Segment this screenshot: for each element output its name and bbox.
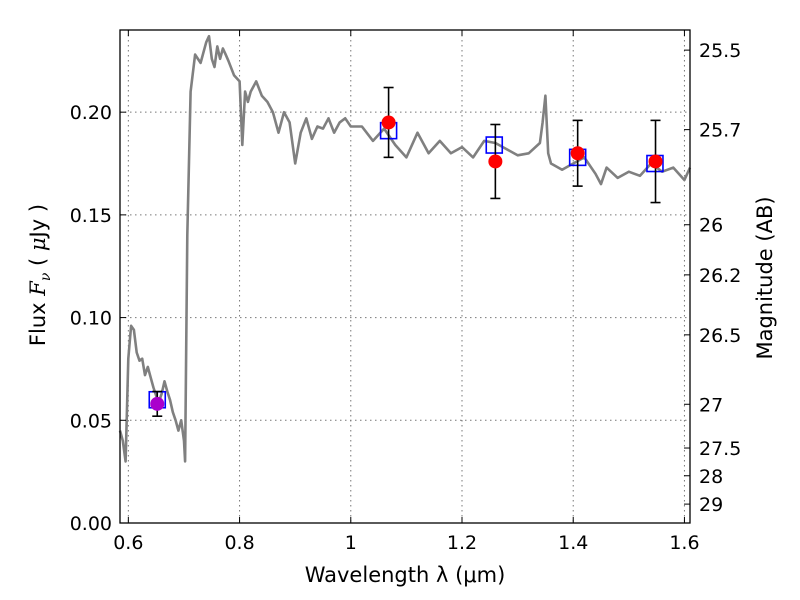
y-tick-label: 0.05 xyxy=(70,410,112,432)
y-axis-label: Flux Fν ( μJy ) xyxy=(26,204,54,346)
observed-flux-point xyxy=(570,146,585,161)
right-tick-label: 28 xyxy=(699,466,723,488)
plot-frame xyxy=(119,29,691,524)
right-tick-label: 26 xyxy=(699,215,723,237)
x-tick-label: 1.4 xyxy=(558,532,588,554)
right-tick-label: 26.2 xyxy=(699,265,741,287)
right-tick-label: 27 xyxy=(699,394,723,416)
x-tick-label: 1.2 xyxy=(447,532,477,554)
observed-flux-point xyxy=(150,396,165,411)
x-tick-label: 0.6 xyxy=(113,532,143,554)
right-axis-label: Magnitude (AB) xyxy=(753,196,777,359)
axis-ticks: 0.6 0.8 1 1.2 1.4 1.6 0.00 0.05 0.10 0.15 0.20 25.5… xyxy=(70,30,741,554)
x-tick-label: 1 xyxy=(345,532,357,554)
observed-flux-point xyxy=(381,115,396,130)
spectrum-series xyxy=(118,34,692,463)
x-tick-label: 1.6 xyxy=(669,532,699,554)
right-tick-label: 29 xyxy=(699,494,723,516)
observed-flux-point xyxy=(648,154,663,169)
y-tick-label: 0.15 xyxy=(70,205,112,227)
x-tick-label: 0.8 xyxy=(224,532,254,554)
model-photometry-box xyxy=(485,136,504,154)
observed-flux-point xyxy=(488,154,503,169)
right-tick-label: 26.5 xyxy=(699,325,741,347)
right-tick-label: 25.7 xyxy=(699,120,741,142)
y-tick-label: 0.10 xyxy=(70,308,112,330)
right-tick-label: 25.5 xyxy=(699,40,741,62)
photometry-points xyxy=(148,86,664,417)
y-tick-label: 0.20 xyxy=(70,102,112,124)
right-tick-label: 27.5 xyxy=(699,438,741,460)
x-axis-label: Wavelength λ (μm) xyxy=(305,563,506,587)
spectrum-line xyxy=(118,34,692,463)
grid xyxy=(120,30,690,524)
y-tick-label: 0.00 xyxy=(70,513,112,535)
